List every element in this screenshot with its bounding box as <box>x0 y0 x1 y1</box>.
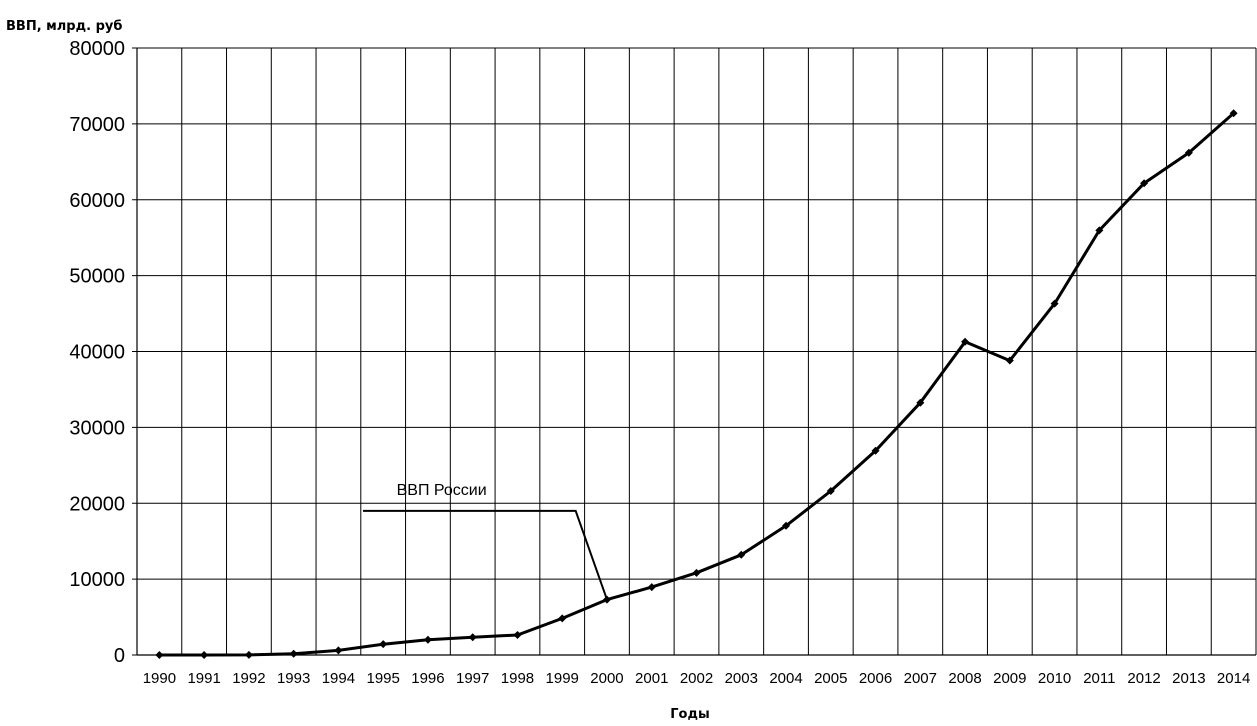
y-axis-title: ВВП, млрд. руб <box>6 19 123 34</box>
x-tick-label: 1999 <box>546 670 579 687</box>
y-tick-label: 40000 <box>69 342 125 364</box>
data-point-marker <box>289 649 298 658</box>
x-tick-label: 1993 <box>277 670 310 687</box>
y-tick-label: 20000 <box>69 493 125 515</box>
x-tick-label: 2001 <box>635 670 668 687</box>
data-point-marker <box>961 337 970 346</box>
data-point-marker <box>826 487 835 496</box>
x-tick-label: 1997 <box>456 670 489 687</box>
annotation-leader-line <box>363 509 608 600</box>
data-point-marker <box>782 521 791 530</box>
y-tick-label: 10000 <box>69 569 125 591</box>
data-point-marker <box>647 583 656 592</box>
x-tick-label: 1992 <box>232 670 265 687</box>
x-tick-label: 2008 <box>948 670 981 687</box>
x-tick-label: 2000 <box>590 670 623 687</box>
x-tick-label: 1990 <box>143 670 176 687</box>
data-point-marker <box>513 631 522 640</box>
data-point-marker <box>334 646 343 655</box>
x-tick-label: 2005 <box>814 670 847 687</box>
x-tick-label: 2013 <box>1172 670 1205 687</box>
data-point-marker <box>1050 299 1059 308</box>
x-axis-title: Годы <box>670 707 710 722</box>
annotation-label: ВВП России <box>397 482 487 499</box>
x-tick-label: 2010 <box>1038 670 1071 687</box>
x-tick-label: 2009 <box>993 670 1026 687</box>
x-tick-label: 2007 <box>904 670 937 687</box>
x-tick-label: 2003 <box>725 670 758 687</box>
data-point-marker <box>916 398 925 407</box>
x-tick-label: 2011 <box>1083 670 1115 687</box>
data-point-marker <box>871 446 880 455</box>
x-tick-label: 1994 <box>322 670 355 687</box>
x-tick-label: 2014 <box>1217 670 1250 687</box>
data-point-marker <box>468 633 477 642</box>
data-point-marker <box>1184 148 1193 157</box>
x-tick-label: 1995 <box>366 670 399 687</box>
data-point-marker <box>1095 226 1104 235</box>
x-tick-label: 1996 <box>411 670 444 687</box>
y-tick-label: 80000 <box>69 38 125 60</box>
x-tick-label: 2004 <box>769 670 802 687</box>
data-point-marker <box>379 640 388 649</box>
data-point-marker <box>200 650 209 659</box>
x-tick-label: 1991 <box>187 670 220 687</box>
x-tick-label: 2006 <box>859 670 892 687</box>
data-point-marker <box>1140 179 1149 188</box>
y-tick-label: 50000 <box>69 266 125 288</box>
data-point-marker <box>692 568 701 577</box>
x-tick-label: 2002 <box>680 670 713 687</box>
data-point-marker <box>737 550 746 559</box>
y-tick-label: 30000 <box>69 417 125 439</box>
data-point-marker <box>155 650 164 659</box>
data-point-marker <box>558 614 567 623</box>
y-tick-label: 0 <box>114 645 125 667</box>
y-tick-label: 70000 <box>69 114 125 136</box>
x-tick-label: 1998 <box>501 670 534 687</box>
data-point-marker <box>1005 356 1014 365</box>
x-tick-label: 2012 <box>1127 670 1160 687</box>
data-point-marker <box>423 635 432 644</box>
data-point-marker <box>244 650 253 659</box>
data-point-marker <box>1229 109 1238 118</box>
y-tick-label: 60000 <box>69 190 125 212</box>
